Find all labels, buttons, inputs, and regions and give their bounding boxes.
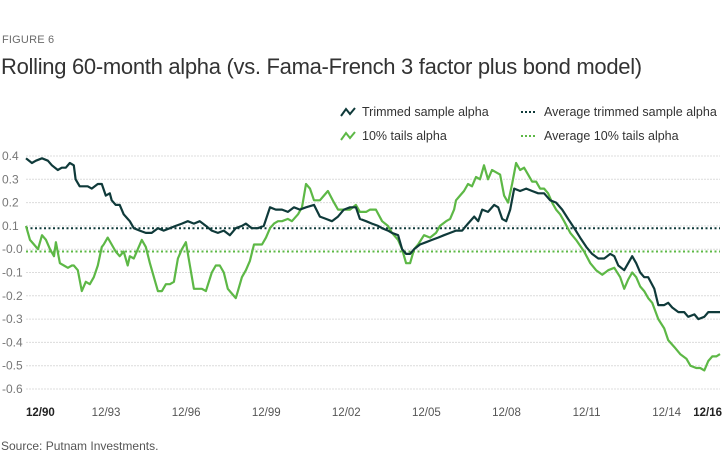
y-tick-label: 0.4 [2, 149, 19, 163]
trimmed-sample-alpha-line [25, 157, 720, 321]
trimmed-dotted-icon [521, 111, 537, 113]
x-tick-label: 12/93 [92, 407, 121, 419]
legend-item-avg-tails: Average 10% tails alpha [520, 129, 679, 143]
x-tick-label: 12/11 [573, 407, 601, 419]
x-tick-label: 12/08 [492, 407, 521, 419]
y-tick-label: -0.5 [2, 359, 23, 373]
tails-alpha-line [24, 161, 721, 372]
legend-item-avg-trimmed: Average trimmed sample alpha [520, 105, 717, 119]
legend-item-trimmed: Trimmed sample alpha [340, 105, 489, 119]
y-tick-label: -0.4 [2, 335, 23, 349]
legend-label: Trimmed sample alpha [362, 105, 489, 119]
x-tick-label: 12/99 [252, 407, 281, 419]
chart-area: 0.4 0.3 0.2 0.1 -0.0 -0.1 -0.2 -0.3 -0.4 -0.5 -0.6… [2, 149, 722, 419]
source-note: Source: Putnam Investments. [1, 439, 159, 453]
x-tick-label: 12/96 [172, 407, 201, 419]
x-tick-label: 12/02 [332, 407, 361, 419]
legend-label: Average trimmed sample alpha [544, 105, 717, 119]
legend-item-tails: 10% tails alpha [340, 129, 447, 143]
y-tick-label: 0.3 [2, 172, 19, 186]
trimmed-line-icon [340, 107, 356, 117]
figure-label: FIGURE 6 [2, 34, 55, 46]
y-tick-label: -0.6 [2, 382, 23, 396]
y-tick-label: -0.0 [2, 242, 23, 256]
x-tick-label: 12/14 [652, 407, 681, 419]
tails-line-icon [340, 131, 356, 141]
y-tick-label: -0.3 [2, 312, 23, 326]
y-tick-label: -0.2 [2, 289, 23, 303]
legend-label: Average 10% tails alpha [544, 129, 679, 143]
y-tick-label: 0.1 [2, 219, 19, 233]
tails-dotted-icon [521, 135, 537, 137]
chart-title: Rolling 60-month alpha (vs. Fama-French … [1, 54, 642, 79]
x-tick-label: 12/05 [412, 407, 441, 419]
x-tick-label: 12/90 [26, 407, 55, 419]
y-tick-label: 0.2 [2, 196, 19, 210]
x-tick-label: 12/16 [693, 407, 722, 419]
y-tick-label: -0.1 [2, 266, 23, 280]
legend-label: 10% tails alpha [362, 129, 447, 143]
